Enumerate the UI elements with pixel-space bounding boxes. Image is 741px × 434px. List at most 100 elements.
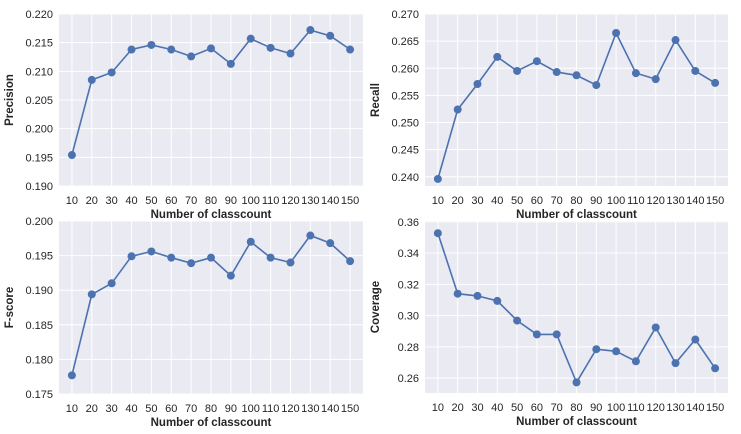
x-tick-label: 110 (627, 195, 645, 207)
data-point (513, 66, 522, 75)
y-tick-label: 0.255 (391, 90, 419, 102)
data-point (671, 36, 680, 45)
x-tick-label: 80 (570, 195, 582, 207)
x-axis-label: Number of classcount (516, 416, 637, 428)
data-point (631, 69, 640, 78)
data-point (532, 330, 541, 339)
data-point (246, 34, 255, 43)
x-tick-label: 100 (242, 403, 260, 415)
data-point (433, 174, 442, 183)
x-tick-label: 90 (225, 403, 237, 415)
x-tick-label: 150 (706, 402, 724, 414)
x-tick-label: 30 (106, 403, 118, 415)
data-point (552, 330, 561, 339)
x-tick-label: 110 (627, 402, 645, 414)
data-point (493, 52, 502, 61)
x-tick-label: 70 (185, 403, 197, 415)
data-point (286, 49, 295, 58)
y-tick-label: 0.195 (25, 152, 53, 164)
data-point (107, 68, 116, 77)
x-tick-label: 50 (145, 403, 157, 415)
x-tick-label: 70 (551, 402, 563, 414)
x-tick-label: 150 (706, 195, 724, 207)
x-tick-label: 10 (66, 403, 78, 415)
data-point (711, 364, 720, 373)
data-point (346, 45, 355, 54)
x-tick-label: 120 (647, 195, 665, 207)
x-tick-label: 30 (106, 195, 118, 207)
x-tick-label: 70 (551, 195, 563, 207)
data-point (453, 105, 462, 114)
data-point (691, 335, 700, 344)
x-tick-label: 20 (86, 195, 98, 207)
x-axis-label: Number of classcount (151, 417, 272, 429)
x-tick-label: 80 (570, 402, 582, 414)
x-axis-label: Number of classcount (151, 209, 272, 221)
data-point (691, 66, 700, 75)
y-tick-label: 0.180 (25, 354, 53, 366)
y-tick-label: 0.250 (391, 118, 419, 130)
data-point (326, 31, 335, 40)
data-point (671, 359, 680, 368)
y-tick-label: 0.190 (25, 181, 53, 193)
x-tick-label: 10 (432, 402, 444, 414)
x-tick-label: 90 (590, 402, 602, 414)
y-tick-label: 0.30 (398, 311, 419, 323)
x-tick-label: 120 (281, 403, 299, 415)
x-tick-label: 60 (165, 195, 177, 207)
x-tick-label: 60 (531, 402, 543, 414)
x-tick-label: 50 (511, 195, 523, 207)
y-tick-label: 0.185 (25, 320, 53, 332)
data-point (226, 271, 235, 280)
data-point (286, 258, 295, 267)
x-tick-label: 130 (666, 402, 684, 414)
data-point (167, 253, 176, 262)
data-point (266, 43, 275, 52)
data-point (226, 59, 235, 68)
x-tick-label: 110 (262, 195, 280, 207)
x-tick-label: 40 (125, 403, 137, 415)
data-point (473, 79, 482, 88)
data-point (306, 26, 315, 35)
x-tick-label: 30 (471, 402, 483, 414)
y-tick-label: 0.36 (398, 217, 419, 229)
x-tick-label: 20 (452, 195, 464, 207)
x-tick-label: 50 (145, 195, 157, 207)
x-tick-label: 140 (321, 403, 339, 415)
data-point (473, 291, 482, 300)
data-point (67, 371, 76, 380)
y-tick-label: 0.28 (398, 342, 419, 354)
y-tick-label: 0.26 (398, 373, 419, 385)
x-tick-label: 10 (66, 195, 78, 207)
data-point (592, 345, 601, 354)
y-tick-label: 0.195 (25, 251, 53, 263)
subplot-coverage: 0.26 0.28 0.30 0.32 0.34 0.36 10 20 30 40 50 60 70 80… (370, 217, 728, 428)
x-tick-label: 20 (452, 402, 464, 414)
data-point (127, 45, 136, 54)
y-tick-label: 0.200 (25, 216, 53, 228)
subplot-f-score: 0.175 0.180 0.185 0.190 0.195 0.200 10 20 30 40 50… (4, 216, 363, 429)
x-tick-label: 130 (301, 195, 319, 207)
y-tick-label: 0.220 (25, 9, 53, 21)
x-tick-label: 110 (262, 403, 280, 415)
y-tick-label: 0.190 (25, 285, 53, 297)
data-point (87, 75, 96, 84)
data-point (306, 231, 315, 240)
y-tick-label: 0.175 (25, 389, 53, 401)
y-tick-label: 0.34 (398, 248, 419, 260)
data-point (187, 259, 196, 268)
x-tick-label: 60 (531, 195, 543, 207)
data-point (433, 229, 442, 238)
data-point (631, 357, 640, 366)
data-point (107, 279, 116, 288)
data-point (711, 78, 720, 87)
x-tick-label: 60 (165, 403, 177, 415)
data-point (572, 71, 581, 80)
x-tick-label: 130 (301, 403, 319, 415)
x-tick-label: 100 (607, 195, 625, 207)
y-tick-label: 0.205 (25, 95, 53, 107)
data-point (532, 57, 541, 66)
data-point (513, 316, 522, 325)
data-point (147, 247, 156, 256)
